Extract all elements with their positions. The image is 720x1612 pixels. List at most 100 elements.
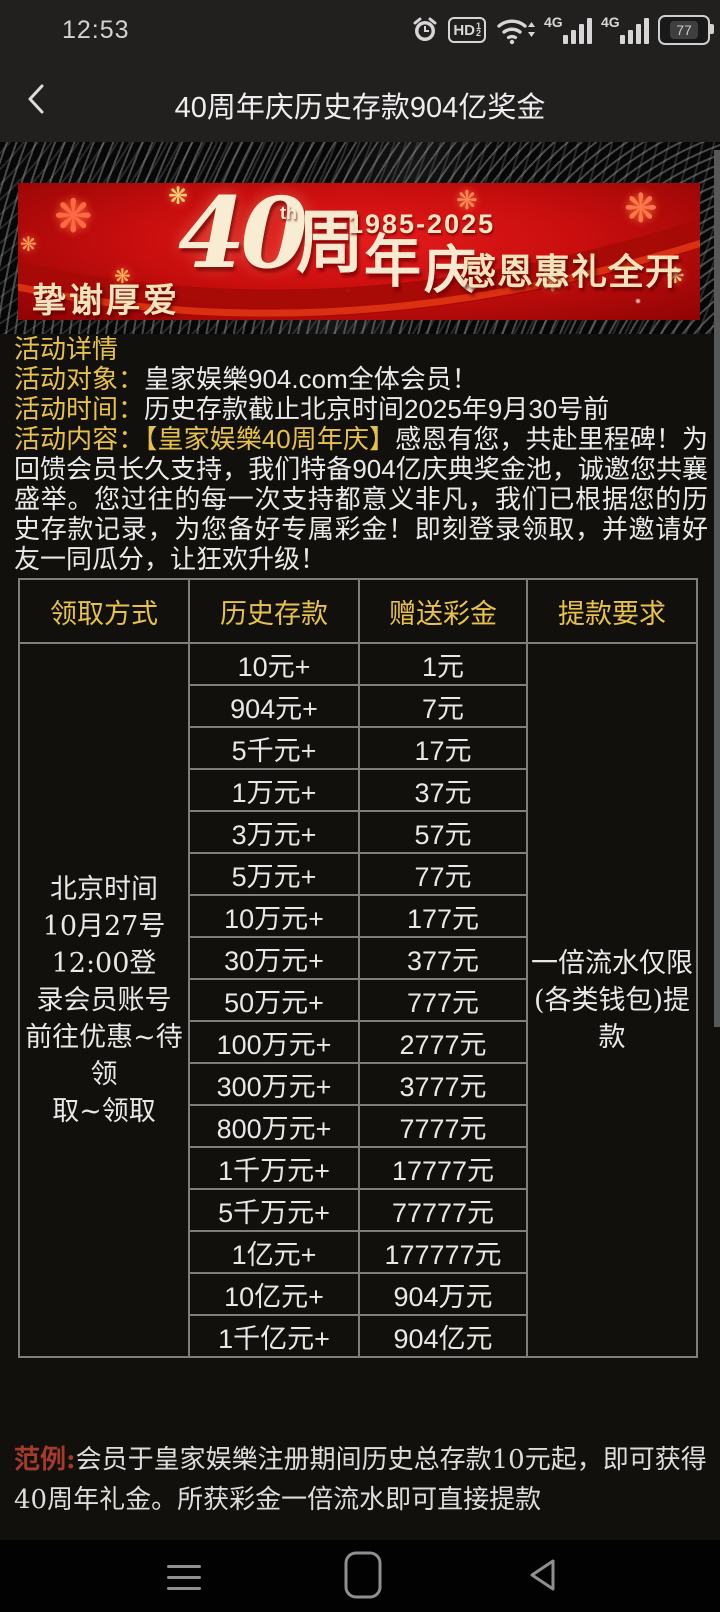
status-bar: 12:53 HD 1 2	[0, 0, 720, 60]
content-highlight: 【皇家娱樂40周年庆】	[144, 424, 396, 454]
table-row: 3万元+ 57元	[19, 810, 697, 854]
recents-button[interactable]	[154, 1554, 214, 1600]
bonus-cell: 37元	[358, 768, 528, 812]
back-triangle-icon	[525, 1556, 559, 1599]
footnote: 范例:会员于皇家娱樂注册期间历史总存款10元起，即可获得40周年礼金。所获彩金一…	[14, 1440, 708, 1520]
app-header: 40周年庆历史存款904亿奖金	[0, 60, 720, 142]
deposit-cell: 10亿元+	[188, 1272, 360, 1316]
firework-icon: ❋	[54, 190, 93, 242]
bonus-cell: 904万元	[358, 1272, 528, 1316]
deposit-cell: 1亿元+	[188, 1230, 360, 1274]
deposit-cell: 800万元+	[188, 1104, 360, 1148]
table-row: 5千元+ 17元	[19, 726, 697, 770]
banner-right-text: 感恩惠礼全开	[460, 251, 683, 293]
bonus-cell: 177元	[358, 894, 528, 938]
firework-icon: ❋	[168, 183, 189, 210]
deposit-cell: 300万元+	[188, 1062, 360, 1106]
deposit-cell: 5千元+	[188, 726, 360, 770]
battery-percent: 77	[670, 21, 698, 39]
scrollbar-thumb[interactable]	[714, 150, 720, 1027]
bonus-cell: 77777元	[358, 1188, 528, 1232]
banner-char-qing: 庆	[424, 240, 477, 301]
activity-time-label: 活动时间：	[14, 394, 145, 424]
firework-icon: ❋	[624, 187, 658, 231]
bonus-table: 领取方式 历史存款 赠送彩金 提款要求 北京时间 10月27号12:00登 录会…	[18, 578, 698, 1358]
status-icons: HD 1 2 4G 4G 77	[411, 0, 714, 60]
activity-details: 活动详情 活动对象：皇家娱樂904.com全体会员！ 活动时间：历史存款截止北京…	[14, 334, 708, 574]
content-text: 感恩有您，共赴里程碑！为回馈会员长久支持，我们特备904亿庆典奖金池，诚邀您共襄…	[14, 424, 708, 574]
banner-left-text: 挚谢厚爱	[32, 281, 180, 320]
firework-icon: ❋	[666, 263, 685, 288]
table-row: 1千亿元+ 904亿元	[19, 1314, 697, 1358]
deposit-cell: 1千亿元+	[188, 1314, 360, 1358]
ribbon-graphic	[18, 218, 700, 318]
banner-char-zhou: 周	[296, 203, 365, 283]
bonus-table-body: 北京时间 10月27号12:00登 录会员账号 前往优惠~待领 取~领取 10元+…	[18, 642, 698, 1358]
bonus-cell: 904亿元	[358, 1314, 528, 1358]
signal-icon-1: 4G	[544, 14, 592, 46]
bonus-cell: 17777元	[358, 1146, 528, 1190]
banner-big-number: 40	[178, 183, 308, 290]
bonus-cell: 3777元	[358, 1062, 528, 1106]
deposit-cell: 5万元+	[188, 852, 360, 896]
signal-icon-2: 4G	[601, 14, 649, 46]
banner-char-nian: 年	[364, 228, 421, 295]
deposit-cell: 904元+	[188, 684, 360, 728]
footnote-text: 会员于皇家娱樂注册期间历史总存款10元起，即可获得40周年礼金。所获彩金一倍流水…	[14, 1445, 707, 1515]
deposit-cell: 30万元+	[188, 936, 360, 980]
firework-icon: ❋	[540, 265, 566, 298]
back-nav-button[interactable]	[512, 1554, 572, 1600]
hd-sup: 1	[475, 21, 481, 31]
recents-icon	[167, 1564, 201, 1590]
network-label-1: 4G	[544, 14, 563, 30]
deposit-cell: 5千万元+	[188, 1188, 360, 1232]
table-row: 10亿元+ 904万元	[19, 1272, 697, 1316]
hd-sub: 2	[475, 28, 481, 38]
content-label: 活动内容：	[14, 424, 145, 454]
bonus-cell: 177777元	[358, 1230, 528, 1274]
deposit-cell: 10万元+	[188, 894, 360, 938]
footnote-label: 范例:	[14, 1445, 76, 1475]
status-time: 12:53	[62, 16, 130, 44]
table-row: 100万元+ 2777元	[19, 1020, 697, 1064]
table-row: 300万元+ 3777元	[19, 1062, 697, 1106]
requirement-cell: 一倍流水仅限 (各类钱包)提款	[526, 642, 698, 1358]
network-label-2: 4G	[601, 14, 620, 30]
bonus-cell: 377元	[358, 936, 528, 980]
firework-icon: ❋	[114, 266, 131, 288]
alarm-icon	[411, 15, 439, 45]
hd-badge-icon: HD 1 2	[448, 17, 486, 43]
method-cell: 北京时间 10月27号12:00登 录会员账号 前往优惠~待领 取~领取	[18, 642, 190, 1358]
firework-icon: ❋	[456, 185, 478, 215]
header-claim-method: 领取方式	[18, 578, 190, 644]
table-row: 1千万元+ 17777元	[19, 1146, 697, 1190]
header-historical-deposit: 历史存款	[188, 578, 360, 644]
header-withdrawal-requirement: 提款要求	[526, 578, 698, 644]
details-title: 活动详情	[14, 334, 119, 364]
header-bonus: 赠送彩金	[358, 578, 528, 644]
banner-years: 1985-2025	[348, 209, 496, 239]
table-row: 10万元+ 177元	[19, 894, 697, 938]
home-button[interactable]	[333, 1551, 393, 1600]
bonus-cell: 77元	[358, 852, 528, 896]
table-row: 50万元+ 777元	[19, 978, 697, 1022]
deposit-cell: 100万元+	[188, 1020, 360, 1064]
nav-bar	[0, 1540, 720, 1612]
banner-ordinal: th	[280, 203, 297, 223]
activity-time-text: 历史存款截止北京时间2025年9月30号前	[144, 394, 610, 424]
deposit-cell: 3万元+	[188, 810, 360, 854]
bonus-cell: 57元	[358, 810, 528, 854]
home-icon	[343, 1550, 383, 1605]
hd-label: HD	[453, 21, 475, 39]
battery-icon: 77	[658, 15, 714, 45]
back-chevron-icon	[24, 82, 48, 121]
bonus-cell: 2777元	[358, 1020, 528, 1064]
bonus-cell: 777元	[358, 978, 528, 1022]
back-button[interactable]	[14, 78, 58, 124]
bonus-cell: 1元	[358, 642, 528, 686]
bonus-cell: 7777元	[358, 1104, 528, 1148]
table-row: 800万元+ 7777元	[19, 1104, 697, 1148]
promo-banner: ❋ ❋ ❋ ❋ ❋ ❋ ❋ ❋ 挚谢厚爱 40 th 周 年 庆 1985-20…	[18, 183, 700, 320]
target-text: 皇家娱樂904.com全体会员！	[144, 364, 478, 394]
page-title: 40周年庆历史存款904亿奖金	[174, 92, 546, 124]
